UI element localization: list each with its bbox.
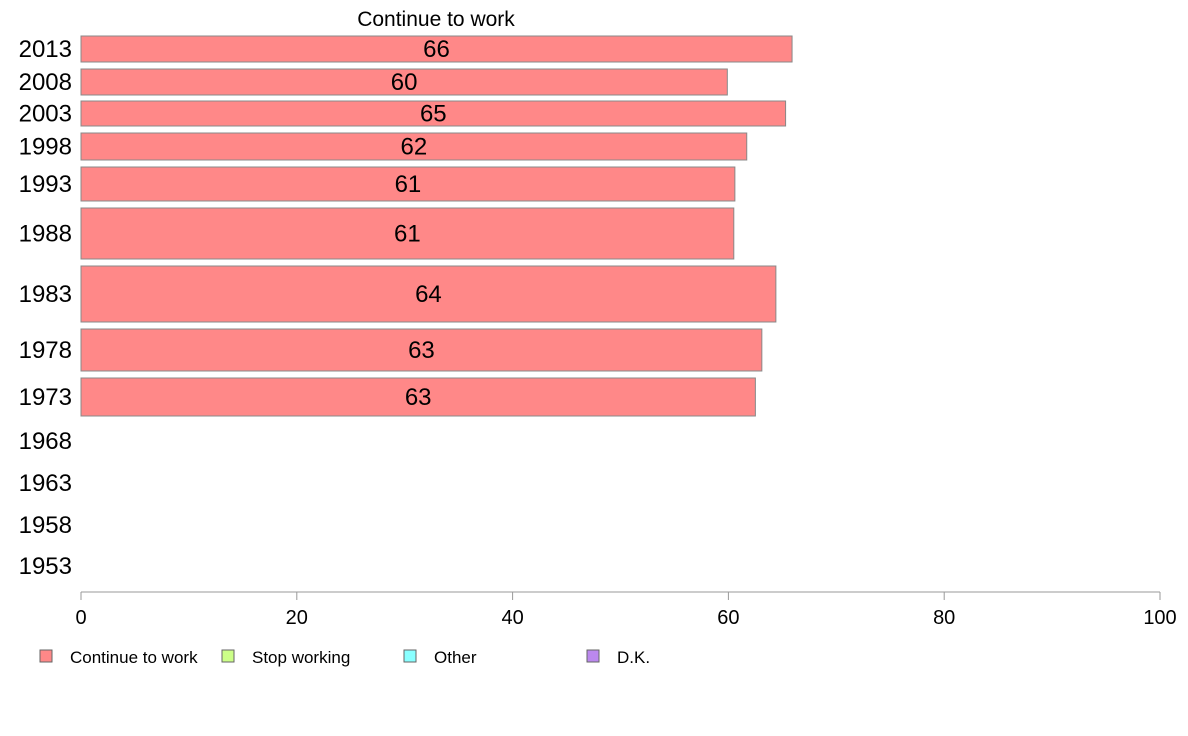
category-label: 1998 — [19, 134, 72, 161]
bar-1973 — [80, 377, 756, 417]
bar-1988 — [80, 207, 735, 260]
legend: Continue to work Stop working Other D.K. — [39, 648, 650, 667]
legend-swatch — [221, 649, 235, 663]
category-label: 1953 — [19, 553, 72, 580]
x-tick-label: 20 — [286, 607, 308, 629]
legend-label: Continue to work — [70, 648, 198, 667]
legend-swatch — [403, 649, 417, 663]
bar-value-label: 65 — [420, 101, 447, 128]
bar-1983 — [80, 265, 777, 323]
category-label: 2008 — [19, 69, 72, 96]
bar-value-label: 61 — [394, 221, 421, 248]
category-label: 1968 — [19, 428, 72, 455]
bar-value-label: 61 — [395, 171, 422, 198]
chart-title: Continue to work — [357, 8, 515, 31]
bar-1978 — [80, 328, 763, 372]
category-label: 1988 — [19, 221, 72, 248]
bar-1998 — [80, 132, 748, 161]
category-label: 1963 — [19, 470, 72, 497]
bar-value-label: 60 — [391, 69, 418, 96]
bar-value-label: 63 — [405, 384, 432, 411]
x-axis: 0 20 40 60 80 100 — [75, 591, 1177, 629]
legend-label: Other — [434, 648, 477, 667]
legend-label: Stop working — [252, 648, 350, 667]
bar-1993 — [80, 166, 736, 202]
bar-2008 — [80, 68, 728, 96]
bar-value-label: 63 — [408, 337, 435, 364]
category-label: 1973 — [19, 384, 72, 411]
bar-2013 — [80, 35, 793, 63]
category-label: 1978 — [19, 337, 72, 364]
legend-label: D.K. — [617, 648, 650, 667]
legend-swatch — [586, 649, 600, 663]
category-label: 2013 — [19, 36, 72, 63]
category-label: 1993 — [19, 171, 72, 198]
x-tick-label: 40 — [501, 607, 523, 629]
category-label: 1983 — [19, 281, 72, 308]
x-tick-label: 100 — [1143, 607, 1176, 629]
category-label: 1958 — [19, 512, 72, 539]
bar-value-label: 66 — [423, 36, 450, 63]
category-label: 2003 — [19, 101, 72, 128]
bar-value-label: 64 — [415, 281, 442, 308]
legend-swatch — [39, 649, 53, 663]
x-tick-label: 80 — [933, 607, 955, 629]
category-labels: 2013 2008 2003 1998 1993 1988 1983 1978 1973 1968… — [19, 36, 72, 580]
bar-value-label: 62 — [401, 134, 428, 161]
bar-2003 — [80, 100, 787, 127]
x-tick-label: 60 — [717, 607, 739, 629]
x-tick-label: 0 — [75, 607, 86, 629]
